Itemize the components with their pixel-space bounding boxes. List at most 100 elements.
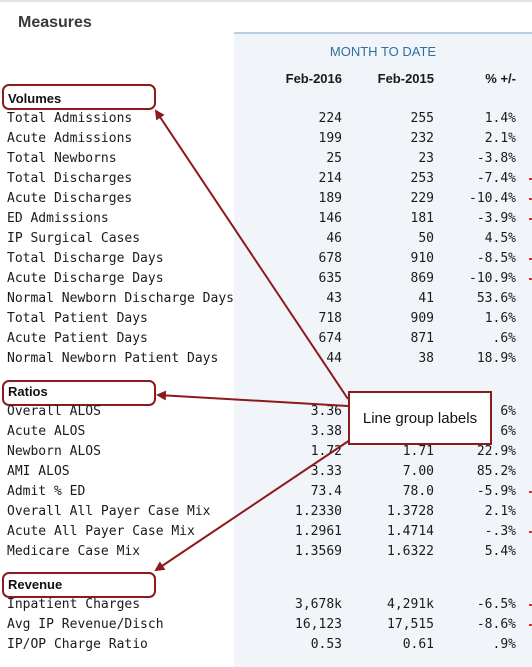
table-row: Newborn ALOS 1.72 1.71 22.9% <box>0 444 532 464</box>
table-row: Inpatient Charges 3,678k 4,291k -6.5% <box>0 597 532 617</box>
value-current: 1.72 <box>310 444 342 459</box>
value-prior: 1.71 <box>402 444 434 459</box>
value-prior: 17,515 <box>387 617 434 632</box>
group-highlight-volumes <box>2 84 156 110</box>
measure-name: Acute Admissions <box>7 131 133 146</box>
value-prior: 38 <box>418 351 434 366</box>
indicator-tick <box>529 491 532 493</box>
value-prior: 4,291k <box>387 597 434 612</box>
value-change: -3.9% <box>476 211 516 226</box>
table-row: Acute Admissions 199 232 2.1% <box>0 131 532 151</box>
value-current: 3.38 <box>310 424 342 439</box>
value-current: 674 <box>318 331 342 346</box>
measure-name: ED Admissions <box>7 211 109 226</box>
table-row: Total Newborns 25 23 -3.8% <box>0 151 532 171</box>
measure-name: Inpatient Charges <box>7 597 141 612</box>
measure-name: Acute Discharges <box>7 191 133 206</box>
group-highlight-ratios <box>2 380 156 406</box>
table-row: IP Surgical Cases 46 50 4.5% <box>0 231 532 251</box>
group-label-ratios: Ratios <box>8 384 48 399</box>
value-change: 6% <box>500 424 516 439</box>
value-change: -.3% <box>484 524 516 539</box>
value-current: 1.2330 <box>295 504 342 519</box>
value-current: 678 <box>318 251 342 266</box>
value-prior: 7.00 <box>402 464 434 479</box>
value-change: -8.5% <box>476 251 516 266</box>
value-change: 1.4% <box>484 111 516 126</box>
indicator-tick <box>529 258 532 260</box>
period-header: MONTH TO DATE <box>329 44 437 59</box>
table-row: Acute All Payer Case Mix 1.2961 1.4714 -.3% <box>0 524 532 544</box>
value-change: 6% <box>500 404 516 419</box>
group-highlight-revenue <box>2 572 156 598</box>
table-row: Overall ALOS 3.36 6% <box>0 404 532 424</box>
table-row: Total Discharges 214 253 -7.4% <box>0 171 532 191</box>
value-change: -7.4% <box>476 171 516 186</box>
value-change: 2.1% <box>484 504 516 519</box>
value-prior: 910 <box>410 251 434 266</box>
value-prior: 41 <box>418 291 434 306</box>
top-border <box>0 0 532 2</box>
indicator-tick <box>529 178 532 180</box>
value-change: -8.6% <box>476 617 516 632</box>
value-change: 53.6% <box>476 291 516 306</box>
column-header-feb-2016[interactable]: Feb-2016 <box>285 71 342 86</box>
table-row: Admit % ED 73.4 78.0 -5.9% <box>0 484 532 504</box>
group-label-revenue: Revenue <box>8 577 63 592</box>
value-current: 3.36 <box>310 404 342 419</box>
measure-name: Newborn ALOS <box>7 444 101 459</box>
page-title: Measures <box>18 14 92 31</box>
indicator-tick <box>529 604 532 606</box>
value-change: -5.9% <box>476 484 516 499</box>
measure-name: Acute All Payer Case Mix <box>7 524 195 539</box>
value-prior: 181 <box>410 211 434 226</box>
value-prior: 229 <box>410 191 434 206</box>
table-row: Normal Newborn Patient Days 44 38 18.9% <box>0 351 532 371</box>
value-change: -10.4% <box>469 191 516 206</box>
table-row: Normal Newborn Discharge Days 43 41 53.6% <box>0 291 532 311</box>
measure-name: AMI ALOS <box>7 464 70 479</box>
table-row: Acute Patient Days 674 871 .6% <box>0 331 532 351</box>
value-prior: 869 <box>410 271 434 286</box>
measure-name: Overall ALOS <box>7 404 101 419</box>
table-row: IP/OP Charge Ratio 0.53 0.61 .9% <box>0 637 532 657</box>
column-header-feb-2015[interactable]: Feb-2015 <box>377 71 434 86</box>
value-prior: 23 <box>418 151 434 166</box>
table-row: Medicare Case Mix 1.3569 1.6322 5.4% <box>0 544 532 564</box>
column-header-pct-change[interactable]: % +/- <box>485 71 516 86</box>
measure-name: Acute Discharge Days <box>7 271 164 286</box>
value-prior: 78.0 <box>402 484 434 499</box>
value-prior: 1.3728 <box>387 504 434 519</box>
value-prior: 1.4714 <box>387 524 434 539</box>
value-current: 3.33 <box>310 464 342 479</box>
indicator-tick <box>529 198 532 200</box>
table-row: Avg IP Revenue/Disch 16,123 17,515 -8.6% <box>0 617 532 637</box>
table-row: Total Patient Days 718 909 1.6% <box>0 311 532 331</box>
value-change: 22.9% <box>476 444 516 459</box>
value-change: 4.5% <box>484 231 516 246</box>
value-current: 1.3569 <box>295 544 342 559</box>
value-current: 214 <box>318 171 342 186</box>
measure-name: Total Discharge Days <box>7 251 164 266</box>
value-current: 146 <box>318 211 342 226</box>
value-prior: 50 <box>418 231 434 246</box>
value-change: .9% <box>492 637 516 652</box>
indicator-tick <box>529 218 532 220</box>
value-current: 718 <box>318 311 342 326</box>
measure-name: Avg IP Revenue/Disch <box>7 617 164 632</box>
callout-line-group-labels: Line group labels <box>348 391 492 445</box>
measure-name: Acute Patient Days <box>7 331 148 346</box>
indicator-tick <box>529 278 532 280</box>
value-prior: 909 <box>410 311 434 326</box>
measure-name: Total Newborns <box>7 151 117 166</box>
measure-name: Total Patient Days <box>7 311 148 326</box>
value-current: 0.53 <box>310 637 342 652</box>
value-change: -6.5% <box>476 597 516 612</box>
value-change: 85.2% <box>476 464 516 479</box>
value-current: 73.4 <box>310 484 342 499</box>
value-current: 46 <box>326 231 342 246</box>
table-row: Overall All Payer Case Mix 1.2330 1.3728 2.… <box>0 504 532 524</box>
measure-name: Admit % ED <box>7 484 86 499</box>
table-row: Acute Discharges 189 229 -10.4% <box>0 191 532 211</box>
value-current: 199 <box>318 131 342 146</box>
